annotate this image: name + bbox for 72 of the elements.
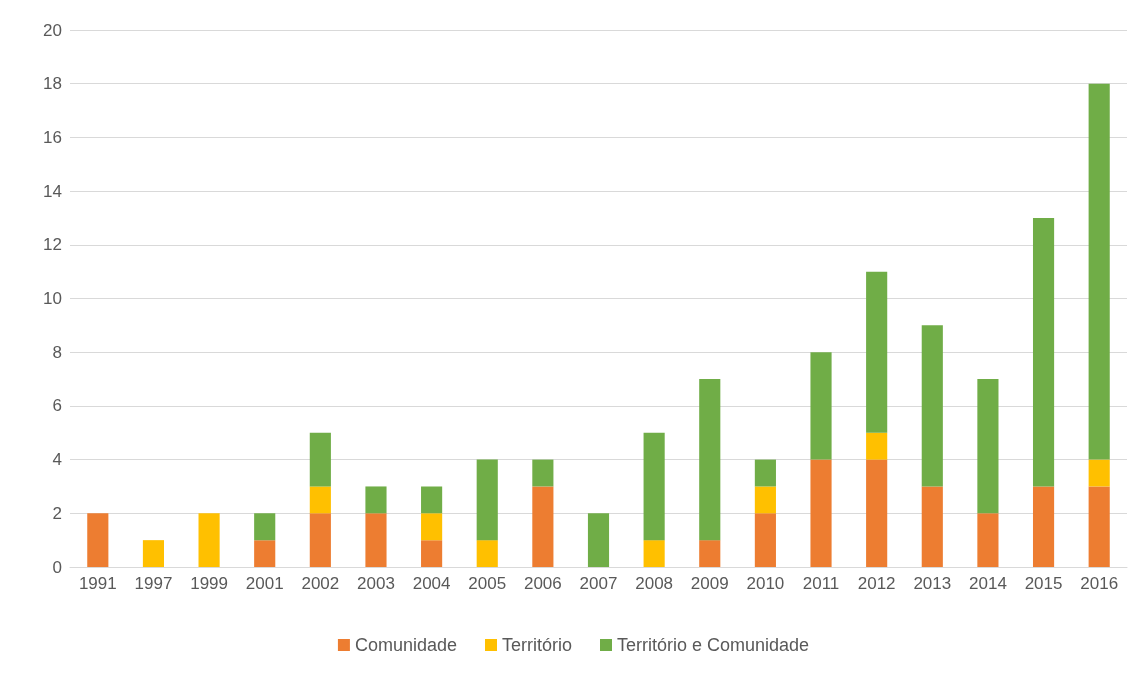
bar (1088, 459, 1110, 487)
y-tick-label: 8 (52, 342, 62, 362)
y-tick-label: 18 (43, 74, 62, 94)
x-tick-label: 2001 (245, 574, 284, 593)
y-tick-label: 20 (43, 20, 62, 40)
x-tick-label: 2015 (1024, 574, 1063, 593)
bar (754, 513, 776, 567)
bar (309, 486, 331, 514)
bar (1088, 486, 1110, 567)
bar (810, 459, 832, 567)
bar (254, 513, 276, 541)
bar (1088, 83, 1110, 460)
bar (866, 459, 888, 567)
bar (754, 486, 776, 514)
legend-label: Território e Comunidade (616, 635, 810, 655)
bar (309, 432, 331, 487)
x-tick-label: 1997 (134, 574, 173, 593)
bar (1032, 217, 1055, 487)
y-tick-label: 4 (52, 450, 62, 470)
bar (87, 513, 109, 567)
bar (532, 486, 554, 567)
x-tick-label: 1999 (190, 574, 228, 593)
bar (309, 513, 331, 567)
x-tick-label: 2009 (690, 574, 729, 593)
x-tick-label: 2007 (579, 574, 618, 593)
bar (977, 379, 999, 514)
y-tick-label: 10 (43, 289, 62, 308)
x-tick-label: 1991 (78, 574, 117, 593)
x-tick-label: 2005 (468, 574, 507, 593)
y-tick-label: 14 (43, 181, 62, 201)
bar (587, 513, 610, 567)
bar (365, 513, 387, 567)
legend-label: Comunidade (354, 635, 457, 655)
bar (476, 459, 498, 541)
y-tick-label: 6 (52, 396, 62, 416)
bar (866, 271, 888, 433)
bar (421, 513, 443, 541)
bar (532, 459, 554, 487)
bar (476, 540, 498, 567)
bar (421, 486, 443, 514)
legend-label: Território (501, 635, 572, 655)
x-tick-label: 2014 (969, 574, 1007, 593)
bar (643, 432, 665, 541)
bar (1032, 486, 1055, 567)
bar (643, 540, 665, 567)
bar (977, 513, 999, 567)
x-tick-label: 2008 (635, 574, 674, 593)
bar (365, 486, 387, 514)
bar (142, 540, 165, 567)
x-tick-label: 2004 (412, 574, 451, 593)
y-tick-label: 12 (43, 235, 62, 255)
bar (810, 352, 832, 460)
x-tick-label: 2010 (746, 574, 785, 593)
y-tick-label: 0 (52, 557, 62, 577)
x-tick-label: 2002 (301, 574, 340, 593)
x-tick-label: 2003 (357, 574, 395, 593)
bar (921, 325, 943, 487)
x-tick-label: 2006 (523, 574, 562, 593)
x-tick-label: 2012 (857, 574, 896, 593)
bar (254, 540, 276, 567)
bar (421, 540, 443, 567)
y-tick-label: 2 (52, 503, 62, 523)
bar (198, 513, 220, 567)
bar (866, 432, 888, 460)
y-tick-label: 16 (43, 127, 62, 147)
x-tick-label: 2016 (1080, 574, 1119, 593)
bar (699, 379, 721, 541)
bar (921, 486, 943, 567)
bar (754, 459, 776, 487)
x-tick-label: 2011 (802, 574, 840, 593)
x-tick-label: 2013 (913, 574, 952, 593)
bar (699, 540, 721, 567)
